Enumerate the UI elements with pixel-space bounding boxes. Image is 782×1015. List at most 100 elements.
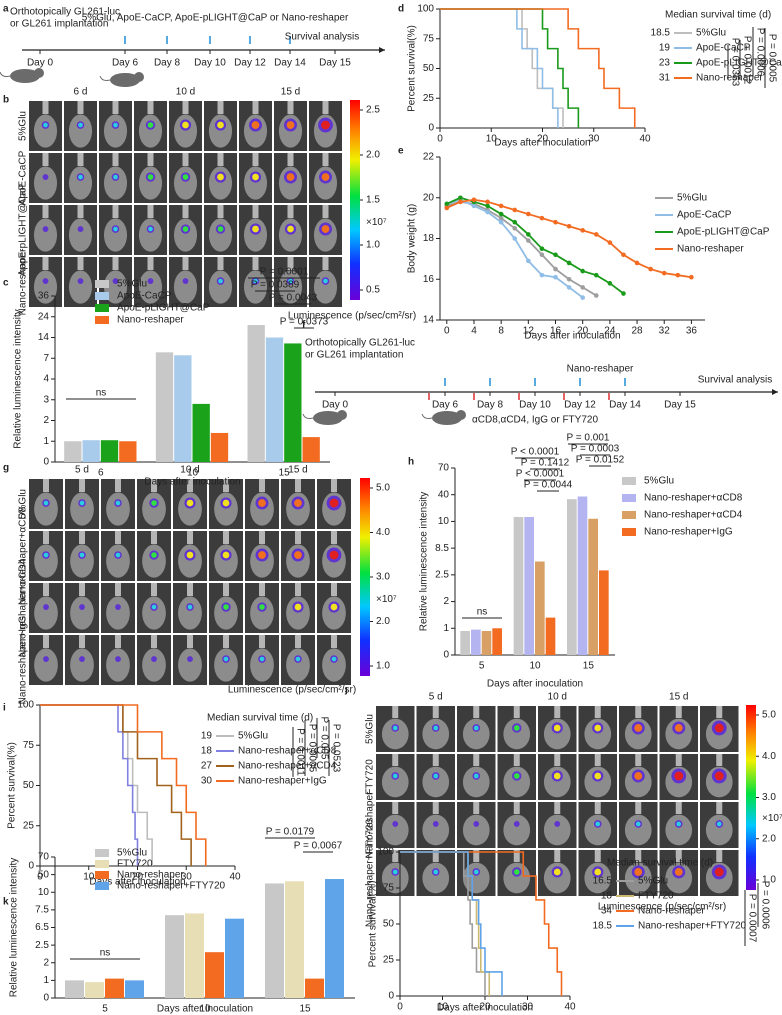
weight-point [485,209,490,215]
x-tick-label: 10 [486,134,498,145]
signal-outer [115,656,121,662]
median-value: 34 [601,906,613,917]
weight-point [689,274,694,280]
image-holder [43,635,49,648]
image-holder [716,754,723,766]
colorbar-tick-label: 2.5 [366,105,380,116]
row-label: 5%Glu [18,111,29,141]
row-label: Nano-reshaper+IgG [18,615,29,704]
image-holder [635,802,642,814]
weight-point [593,293,599,298]
weight-point [498,219,504,225]
weight-point [621,291,626,296]
y-tick-label: 10 [438,516,450,527]
signal-outer [77,278,84,284]
mouse-body [322,648,346,682]
image-holder [252,153,259,166]
implantation-text: Orthotopically GL261-luc [305,338,415,349]
signal-outer [42,174,49,180]
signal-inner [714,771,724,781]
image-holder [513,802,520,814]
image-holder [147,153,154,166]
row-label: Nano-reshaper+αCD8 [18,506,29,605]
y-tick-label: 2 [43,415,49,426]
legend-label: ApoE-pLIGHT@CaP [696,58,782,69]
weight-line [446,196,625,295]
signal-outer [43,604,49,610]
weight-point [539,272,545,278]
mouse-icon [432,411,462,425]
legend-label: 5%Glu [696,28,726,39]
bar [125,980,144,998]
p-value: ns [477,607,488,618]
x-axis-title: Days after inoculation [524,331,620,342]
image-holder [554,802,561,814]
implantation-text: Orthotopically GL261-luc [10,7,120,18]
mouse-body [503,718,531,750]
mouse-body [33,218,58,252]
signal-inner [253,278,258,284]
signal-inner [79,552,85,558]
signal-inner [182,174,189,180]
bar [588,518,598,655]
image-holder [295,479,301,492]
y-tick-label: 75 [23,740,35,751]
p-value: P = 0.0373 [280,317,329,328]
signal-inner [634,772,643,780]
colorbar [350,100,360,300]
signal-inner [329,498,339,508]
bar [192,403,210,462]
bar [284,343,302,462]
row-label: Nano-reshaper [18,248,29,315]
signal-inner [259,656,265,662]
signal-inner [473,869,479,875]
weight-point [444,201,450,207]
signal-inner [473,725,479,731]
signal-inner [473,773,479,779]
mouse-body [208,218,233,252]
mouse-body [138,166,163,200]
x-tick-label: 20 [537,134,549,145]
p-value: P = 0.0001 [260,267,309,278]
mouse-body [178,648,202,682]
bar [165,915,184,998]
mouse-body [381,862,409,894]
signal-inner [43,122,48,128]
mouse-tail [99,75,111,81]
mouse-body [208,270,233,304]
image-holder [147,101,154,114]
image-holder [554,706,561,718]
image-holder [295,531,301,544]
y-axis-title: Percent survival(%) [368,881,379,968]
x-tick-label: 16 [550,326,562,337]
median-value: 18.5 [651,28,671,39]
y-tick-label: 40 [438,489,450,500]
y-axis-title: Relative luminescence intensity [9,858,20,998]
legend-label: ApoE-CaCP [696,43,751,54]
signal-inner [223,604,229,610]
weight-point [539,246,545,251]
bar [492,628,502,655]
mouse-body [103,270,128,304]
image-holder [473,706,480,718]
weight-point [621,252,626,258]
colorbar-tick-label: 2.0 [366,150,380,161]
x-tick-label: 40 [564,1002,576,1013]
weight-point [648,266,653,272]
signal-inner [259,604,265,610]
panel-label: f [302,320,306,331]
legend-swatch [622,528,636,536]
image-holder [473,754,480,766]
y-tick-label: 3 [43,394,49,405]
legend-swatch [95,292,109,300]
image-holder [77,101,84,114]
row-label: Nano-reshaper+FTY720 [365,819,376,928]
survival-curve [40,704,153,866]
colorbar-tick-label: 2.0 [376,616,390,627]
survival-curve [440,8,559,128]
mouse-icon [313,411,343,425]
signal-inner [392,725,398,731]
survival-curve [40,704,207,866]
weight-point [580,268,585,274]
signal-inner [217,226,224,232]
